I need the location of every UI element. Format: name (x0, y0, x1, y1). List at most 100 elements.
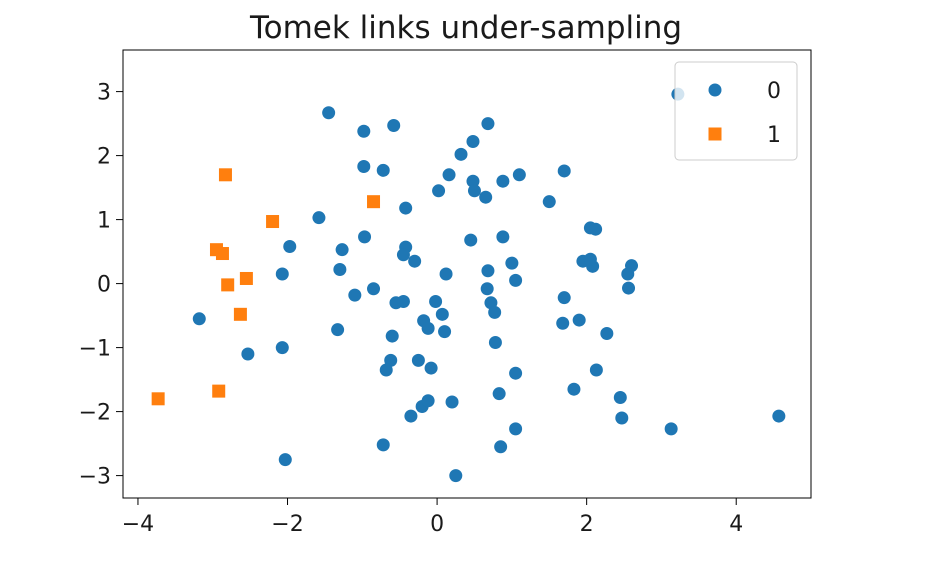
legend-label-0: 0 (767, 79, 781, 104)
y-tick-label: 2 (97, 145, 111, 170)
data-point-class-0 (348, 288, 362, 302)
y-tick-label: 3 (97, 81, 111, 106)
data-point-class-0 (589, 222, 603, 236)
data-point-class-1 (239, 271, 253, 285)
data-point-class-0 (567, 382, 581, 396)
data-point-class-0 (542, 195, 556, 209)
x-tick-label: 2 (580, 512, 594, 537)
data-point-class-0 (488, 305, 502, 319)
data-point-class-0 (278, 453, 292, 467)
x-axis: −4 −2 0 2 4 (122, 498, 743, 537)
data-point-class-1 (215, 247, 229, 261)
data-point-class-1 (212, 384, 226, 398)
data-point-class-0 (435, 307, 449, 321)
y-axis: 3 2 1 0 −1 −2 −3 (79, 81, 123, 490)
data-point-class-0 (439, 267, 453, 281)
data-point-class-0 (411, 353, 425, 367)
data-point-class-0 (367, 282, 381, 296)
data-point-class-0 (429, 295, 443, 309)
data-point-class-1 (233, 307, 247, 321)
data-point-class-1 (367, 195, 381, 209)
data-point-class-0 (494, 440, 508, 454)
legend-box (674, 61, 798, 161)
data-point-class-0 (509, 273, 523, 287)
legend-marker-0 (708, 83, 722, 97)
data-point-class-0 (556, 316, 570, 330)
data-point-class-0 (432, 184, 446, 198)
data-point-class-0 (589, 363, 603, 377)
x-tick-label: −4 (122, 512, 154, 537)
x-tick-label: 0 (430, 512, 444, 537)
data-point-class-0 (505, 256, 519, 270)
data-point-class-0 (454, 147, 468, 161)
data-point-class-0 (387, 119, 401, 133)
y-tick-label: −3 (79, 465, 111, 490)
data-point-class-0 (421, 394, 435, 408)
data-point-class-0 (622, 281, 636, 295)
data-point-class-0 (442, 168, 456, 182)
data-point-class-0 (312, 211, 326, 225)
data-point-class-0 (479, 190, 493, 204)
data-point-class-0 (509, 366, 523, 380)
data-point-class-0 (466, 135, 480, 149)
data-point-class-0 (615, 411, 629, 425)
data-point-class-0 (488, 335, 502, 349)
data-point-class-0 (572, 313, 586, 327)
data-point-class-0 (613, 391, 627, 405)
data-point-class-0 (509, 422, 523, 436)
x-tick-label: −2 (271, 512, 303, 537)
data-point-class-0 (480, 282, 494, 296)
data-point-class-0 (449, 469, 463, 483)
data-point-class-0 (357, 159, 371, 173)
legend-marker-1 (708, 127, 722, 141)
data-point-class-0 (275, 341, 289, 355)
data-point-class-0 (404, 409, 418, 423)
data-points (151, 87, 786, 483)
y-tick-label: −2 (79, 401, 111, 426)
data-point-class-0 (557, 164, 571, 178)
data-point-class-0 (600, 327, 614, 341)
data-point-class-0 (481, 117, 495, 131)
x-tick-label: 4 (729, 512, 743, 537)
data-point-class-0 (481, 264, 495, 278)
data-point-class-0 (464, 233, 478, 247)
data-point-class-0 (496, 230, 510, 244)
data-point-class-0 (424, 361, 438, 375)
series-0 (192, 87, 786, 483)
chart-title: Tomek links under-sampling (249, 10, 682, 46)
data-point-class-1 (266, 215, 280, 229)
data-point-class-0 (396, 295, 410, 309)
data-point-class-0 (275, 267, 289, 281)
data-point-class-0 (357, 124, 371, 138)
data-point-class-0 (421, 321, 435, 335)
data-point-class-0 (322, 106, 336, 120)
data-point-class-0 (376, 163, 390, 177)
data-point-class-0 (376, 438, 390, 452)
data-point-class-0 (241, 347, 255, 361)
data-point-class-0 (445, 395, 459, 409)
data-point-class-0 (467, 184, 481, 198)
data-point-class-0 (385, 329, 399, 343)
data-point-class-0 (333, 263, 347, 277)
data-point-class-0 (358, 230, 372, 244)
data-point-class-0 (583, 252, 597, 266)
y-tick-label: 1 (97, 209, 111, 234)
data-point-class-0 (331, 323, 345, 337)
data-point-class-1 (218, 168, 232, 182)
data-point-class-0 (396, 248, 410, 262)
legend: 01 (674, 61, 798, 161)
legend-label-1: 1 (767, 123, 781, 148)
data-point-class-0 (408, 254, 422, 268)
data-point-class-0 (496, 174, 510, 188)
data-point-class-0 (399, 201, 413, 215)
data-point-class-0 (192, 312, 206, 326)
data-point-class-0 (438, 325, 452, 339)
data-point-class-0 (772, 409, 786, 423)
series-1 (151, 168, 381, 406)
data-point-class-0 (492, 387, 506, 401)
data-point-class-0 (335, 243, 349, 257)
data-point-class-0 (283, 239, 297, 253)
data-point-class-1 (221, 278, 235, 292)
data-point-class-0 (557, 291, 571, 305)
